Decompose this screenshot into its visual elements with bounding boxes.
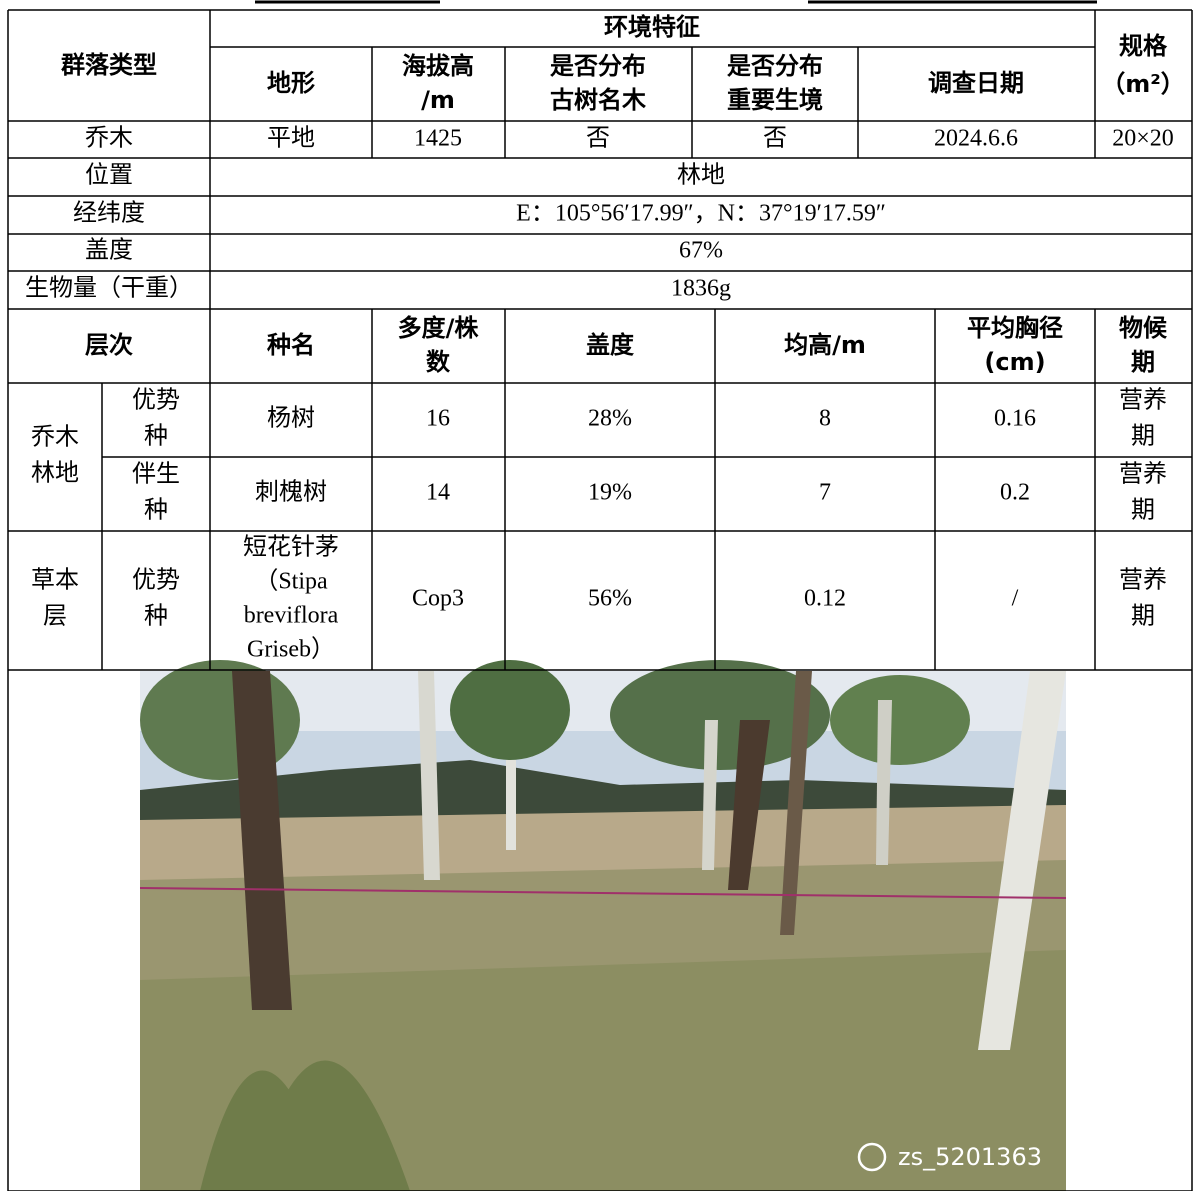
cell-text: 期 [1131,604,1155,630]
watermark-icon [857,1142,887,1172]
cell-text: 乔木 [85,125,133,152]
cell-text: 杨树 [267,405,315,432]
cell-text: 规格 [1119,32,1168,60]
tree-trunk [506,760,516,850]
cell-text: 56% [588,586,632,612]
cell-text: 刺槐树 [255,479,327,506]
cell-text: 营养 [1119,567,1167,594]
survey-rope [139,887,1067,899]
cell-text: 种 [144,497,168,524]
cell-text: 经纬度 [73,200,145,227]
cell-text: 2024.6.6 [934,126,1018,152]
cell-text: 优势 [132,567,180,594]
tree-crown [830,675,970,765]
cell-text: 位置 [85,162,133,189]
cell-text: 1836g [671,276,731,302]
cell-text: 多度/株 [398,314,480,342]
cell-text: 层次 [85,331,133,359]
cell-text: Griseb） [247,637,335,663]
cell-text: 古树名木 [550,86,647,114]
tree-trunk [232,671,292,1010]
cell-text: 种 [144,603,168,630]
cell-text: 20×20 [1112,126,1174,152]
cell-text: 7 [819,480,831,506]
tree-trunk [978,671,1066,1050]
cell-text: （Stipa [254,569,328,595]
cell-text: 短花针茅 [243,534,339,561]
cell-text: 乔木 [31,424,79,451]
cell-text: 平地 [267,125,315,152]
cell-text: 营养 [1119,387,1167,414]
cell-text: 营养 [1119,461,1167,488]
cell-text: 平均胸径 [967,314,1063,342]
tree-trunk [780,671,812,935]
cell-text: 期 [1131,348,1155,376]
cell-text: 67% [679,238,723,264]
cell-text: 盖度 [85,237,133,264]
watermark: zs_5201363 [898,1143,1042,1171]
cell-text: 地形 [267,69,315,97]
tree-trunk [702,720,718,870]
cell-text: 海拔高 [402,52,474,80]
cell-text: (cm) [984,348,1045,376]
cell-text: 0.2 [1000,480,1030,506]
cell-text: 19% [588,480,632,506]
cell-text: E：105°56′17.99″，N：37°19′17.59″ [516,201,886,227]
cell-text: 均高/m [784,331,866,359]
cell-text: 环境特征 [604,13,700,41]
cell-text: breviflora [244,603,339,629]
cell-text: 16 [426,406,450,432]
cell-text: 0.16 [994,406,1036,432]
cell-text: （m²） [1101,70,1185,98]
table-grid [7,9,1193,1191]
cell-text: 14 [426,480,450,506]
cell-text: 是否分布 [727,52,823,80]
cell-text: 重要生境 [727,86,823,114]
tree-crown [450,660,570,760]
cell-text: 层 [43,604,67,630]
site-photo: zs_5201363 [139,660,1067,1191]
tree-trunk [418,671,440,880]
cell-text: 群落类型 [61,51,157,79]
cell-text: 8 [819,406,831,432]
cell-text: 28% [588,406,632,432]
cell-text: 0.12 [804,586,846,612]
tree-trunk [876,700,892,865]
cell-text: 优势 [132,387,180,414]
cell-text: /m [421,86,455,114]
cell-text: 林地 [31,460,79,487]
tree-crown [610,660,830,770]
cell-text: 种 [144,423,168,450]
cell-text: 调查日期 [928,69,1024,97]
cell-text: / [1012,586,1019,612]
cell-text: 草本 [31,567,79,594]
cell-text: 生物量（干重） [25,275,193,302]
cell-text: Cop3 [412,586,464,612]
grass-tuft [200,1060,410,1191]
cell-text: 是否分布 [550,52,646,80]
cell-text: 伴生 [132,461,180,488]
cell-text: 物候 [1119,314,1168,342]
tree-trunk [728,720,770,890]
cell-text: 否 [586,126,610,152]
cell-text: 林地 [677,162,725,189]
cell-text: 盖度 [586,331,635,359]
cell-text: 1425 [414,126,462,152]
tree-crown [140,660,300,780]
cell-text: 种名 [267,331,315,359]
cell-text: 数 [426,348,451,376]
cell-text: 否 [763,126,787,152]
cell-text: 期 [1131,424,1155,450]
cell-text: 期 [1131,498,1155,524]
